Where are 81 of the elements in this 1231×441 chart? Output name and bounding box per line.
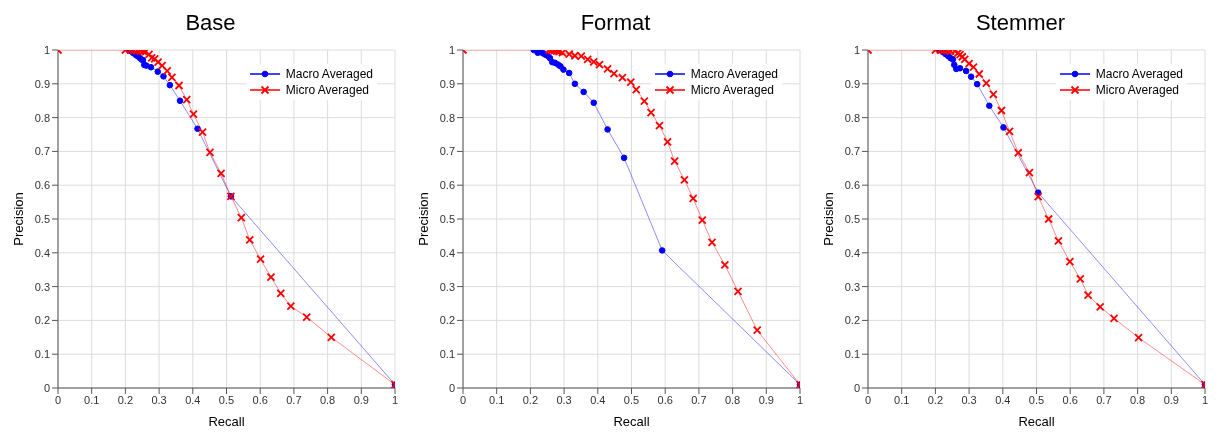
y-tick-label: 0.9: [34, 77, 50, 90]
y-tick-label: 0.2: [34, 314, 50, 327]
x-tick-label: 0.5: [623, 393, 640, 406]
y-tick-label: 0.2: [439, 314, 455, 327]
x-tick-label: 0.2: [522, 393, 539, 406]
y-axis-title: Precision: [820, 192, 836, 246]
y-tick-label: 0.3: [439, 280, 455, 293]
x-tick-label: 0.6: [657, 393, 673, 406]
y-tick-label: 0.4: [34, 246, 50, 259]
y-tick-label: 0.6: [844, 179, 860, 192]
y-tick-label: 0.5: [844, 212, 860, 225]
y-tick-label: 0.3: [844, 280, 860, 293]
y-tick-label: 0.4: [439, 246, 455, 259]
chart-title: Base: [184, 9, 237, 37]
chart-title: Format: [579, 9, 652, 37]
y-tick-label: 1: [853, 43, 860, 56]
legend-label: Macro Averaged: [285, 67, 373, 81]
x-tick-label: 0.1: [894, 393, 910, 406]
x-tick-label: 0.1: [84, 393, 100, 406]
x-tick-label: 0: [459, 393, 467, 406]
legend-label: Macro Averaged: [690, 67, 778, 81]
y-tick-label: 0.8: [439, 111, 455, 124]
x-tick-label: 0.3: [556, 393, 572, 406]
x-tick-label: 1: [391, 393, 399, 406]
y-tick-label: 0.1: [34, 348, 50, 361]
x-tick-label: 0.9: [1163, 393, 1179, 406]
y-tick-label: 0.1: [844, 348, 860, 361]
x-tick-label: 0.7: [286, 393, 302, 406]
y-tick-label: 0.6: [439, 179, 455, 192]
y-tick-label: 1: [448, 43, 455, 56]
y-axis-title: Precision: [415, 192, 431, 246]
x-axis-title: Recall: [208, 414, 245, 429]
y-tick-label: 0.5: [439, 212, 455, 225]
x-tick-label: 0.3: [151, 393, 167, 406]
y-tick-label: 0.1: [439, 348, 455, 361]
y-tick-label: 0.4: [844, 246, 860, 259]
y-tick-label: 0.9: [439, 77, 455, 90]
x-tick-label: 0.6: [1062, 393, 1078, 406]
y-tick-label: 0.7: [844, 145, 860, 158]
y-tick-label: 0.5: [34, 212, 50, 225]
x-tick-label: 0.4: [590, 393, 606, 406]
y-tick-label: 0.6: [34, 179, 50, 192]
x-tick-label: 0.8: [319, 393, 336, 406]
x-tick-label: 0.1: [489, 393, 505, 406]
x-tick-label: 0.9: [353, 393, 369, 406]
x-tick-label: 0.9: [758, 393, 774, 406]
legend-label: Macro Averaged: [1095, 67, 1183, 81]
chart-title: Stemmer: [974, 9, 1067, 37]
x-tick-label: 0.2: [117, 393, 134, 406]
legend-label: Micro Averaged: [690, 83, 774, 97]
y-tick-label: 0.3: [34, 280, 50, 293]
x-tick-label: 0.7: [691, 393, 707, 406]
x-tick-label: 0: [54, 393, 62, 406]
x-tick-label: 0.4: [995, 393, 1011, 406]
y-tick-label: 0: [43, 381, 50, 394]
y-tick-label: 0.8: [844, 111, 860, 124]
legend-label: Micro Averaged: [285, 83, 369, 97]
x-axis-title: Recall: [1018, 414, 1055, 429]
x-tick-label: 0.5: [218, 393, 235, 406]
y-tick-label: 0.9: [844, 77, 860, 90]
y-tick-label: 0.7: [439, 145, 455, 158]
x-tick-label: 0.6: [252, 393, 268, 406]
y-tick-label: 0: [853, 381, 860, 394]
y-tick-label: 0.7: [34, 145, 50, 158]
x-tick-label: 0.3: [961, 393, 977, 406]
x-tick-label: 1: [796, 393, 804, 406]
y-tick-label: 0.2: [844, 314, 860, 327]
y-tick-label: 0.8: [34, 111, 50, 124]
y-axis-title: Precision: [10, 192, 26, 246]
x-axis-title: Recall: [613, 414, 650, 429]
x-tick-label: 0.5: [1028, 393, 1045, 406]
y-tick-label: 0: [448, 381, 455, 394]
x-tick-label: 1: [1201, 393, 1209, 406]
legend-label: Micro Averaged: [1095, 83, 1179, 97]
x-tick-label: 0.8: [1129, 393, 1146, 406]
x-tick-label: 0.8: [724, 393, 741, 406]
x-tick-label: 0.7: [1096, 393, 1112, 406]
x-tick-label: 0.4: [185, 393, 201, 406]
y-tick-label: 1: [43, 43, 50, 56]
x-tick-label: 0.2: [927, 393, 944, 406]
x-tick-label: 0: [864, 393, 872, 406]
